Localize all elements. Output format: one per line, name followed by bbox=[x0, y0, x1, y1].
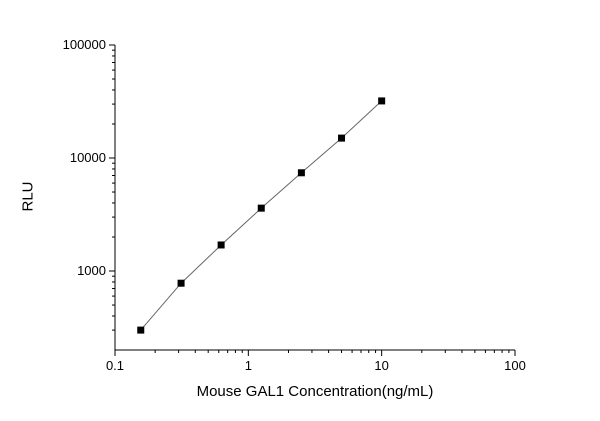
x-tick-label: 10 bbox=[374, 358, 388, 373]
series-line bbox=[140, 100, 383, 331]
data-point-marker bbox=[297, 169, 305, 177]
data-point-marker bbox=[378, 97, 386, 105]
y-axis: 1000 10000 100000 bbox=[63, 37, 116, 350]
x-axis-title: Mouse GAL1 Concentration(ng/mL) bbox=[196, 383, 434, 400]
y-tick-label: 100000 bbox=[63, 37, 106, 52]
y-axis-title: RLU bbox=[19, 181, 37, 212]
data-point-marker bbox=[338, 134, 346, 142]
y-tick-label: 1000 bbox=[77, 263, 106, 278]
data-series bbox=[137, 97, 386, 334]
data-point-marker bbox=[177, 279, 185, 287]
x-tick-label: 0.1 bbox=[106, 358, 124, 373]
data-point-marker bbox=[137, 326, 145, 334]
y-tick-label: 10000 bbox=[70, 150, 106, 165]
data-point-marker bbox=[217, 241, 225, 249]
data-point-marker bbox=[257, 204, 265, 212]
x-tick-label: 1 bbox=[245, 358, 252, 373]
x-axis: 0.1 1 10 100 bbox=[106, 349, 526, 373]
x-tick-label: 100 bbox=[504, 358, 526, 373]
